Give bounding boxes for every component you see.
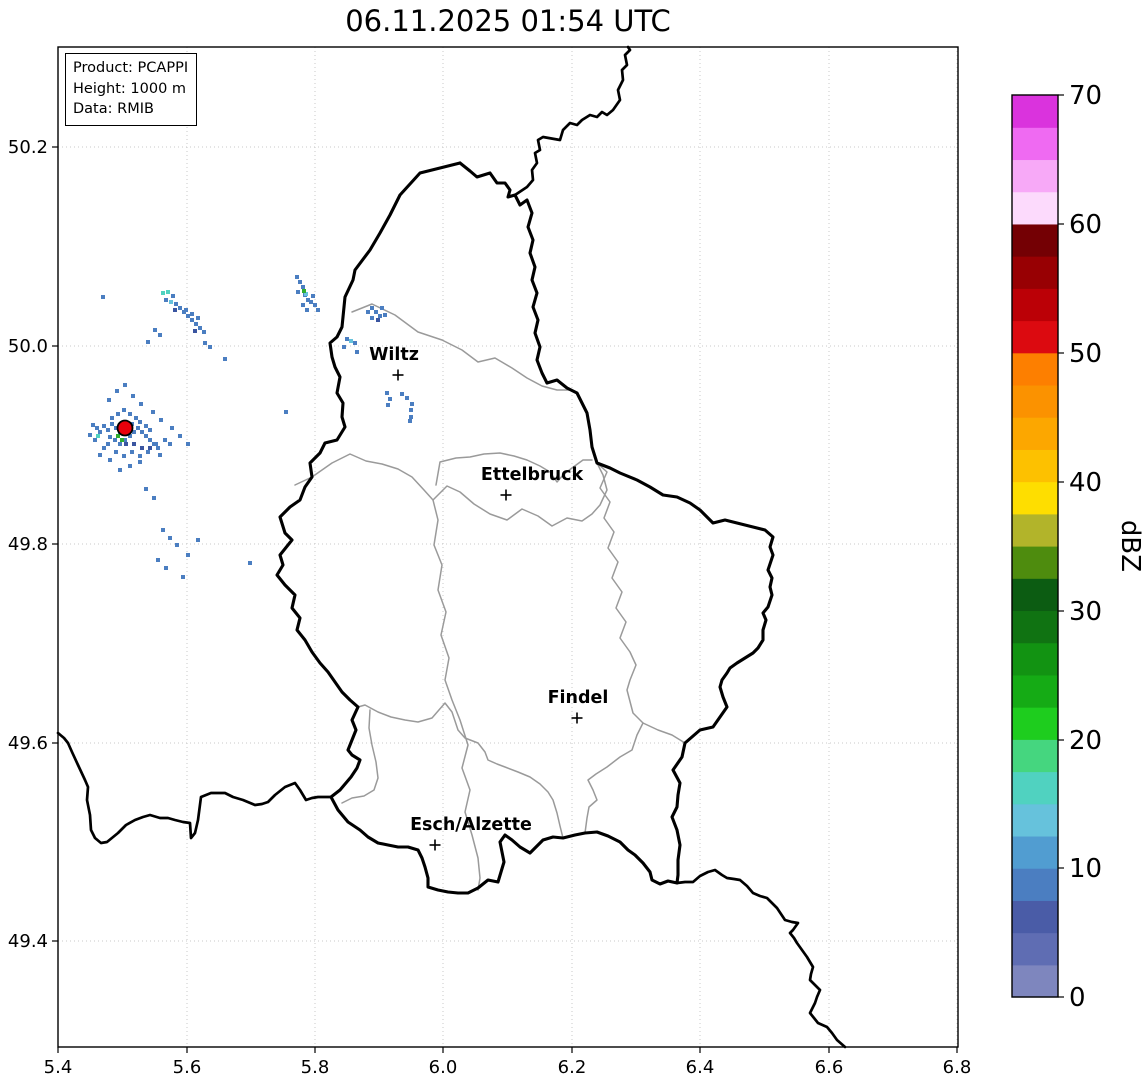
colorbar-outline [1011,94,1059,998]
neighbour-borders [56,45,847,1049]
x-tick-label: 5.8 [301,1057,330,1078]
colorbar-tick-label: 40 [1069,468,1102,498]
luxembourg-border [275,161,775,895]
colorbar-tick-label: 60 [1069,210,1102,240]
colorbar-tick-label: 30 [1069,597,1102,627]
district-borders [294,303,686,891]
y-axis: 50.2 50.0 49.8 49.6 49.4 [8,137,58,952]
city-marker-ettelbruck: Ettelbruck [481,465,584,501]
city-marker-wiltz: Wiltz [369,345,419,381]
y-tick-label: 49.4 [8,931,48,952]
x-tick-label: 6.4 [686,1057,715,1078]
city-label: Ettelbruck [481,465,584,485]
city-marker-esch-alzette: Esch/Alzette [410,815,532,851]
plot-frame [57,46,959,1048]
plot-title: 06.11.2025 01:54 UTC [345,4,671,38]
x-axis: 5.4 5.6 5.8 6.0 6.2 6.4 6.6 6.8 [44,1047,972,1078]
x-tick-label: 5.4 [44,1057,73,1078]
info-product-line: Product: PCAPPI [73,60,189,76]
colorbar-axis-label: dBZ [1115,520,1145,572]
colorbar-tick-label: 10 [1069,854,1102,884]
colorbar-tick-label: 20 [1069,726,1102,756]
info-height-line: Height: 1000 m [73,80,187,97]
colorbar-tick-label: 70 [1069,81,1102,111]
colorbar: 0 10 20 30 40 50 60 70 dBZ [1011,81,1145,1013]
colorbar-tick-label: 0 [1069,983,1086,1013]
x-tick-label: 6.2 [558,1057,587,1078]
y-tick-label: 50.0 [8,336,48,357]
city-marker-findel: Findel [548,688,609,724]
x-tick-label: 6.0 [429,1057,458,1078]
x-tick-label: 5.6 [173,1057,202,1078]
y-tick-label: 49.6 [8,733,48,754]
x-tick-label: 6.6 [815,1057,844,1078]
city-label: Esch/Alzette [410,815,532,835]
city-label: Wiltz [369,345,419,365]
info-data-line: Data: RMIB [73,101,154,118]
city-label: Findel [548,688,609,708]
y-tick-label: 50.2 [8,137,48,158]
x-tick-label: 6.8 [943,1057,972,1078]
y-tick-label: 49.8 [8,534,48,555]
info-box: Product: PCAPPI Height: 1000 m Data: RMI… [65,53,198,126]
colorbar-tick-label: 50 [1069,339,1102,369]
radar-site-marker [116,419,134,437]
radar-echoes [88,275,414,579]
